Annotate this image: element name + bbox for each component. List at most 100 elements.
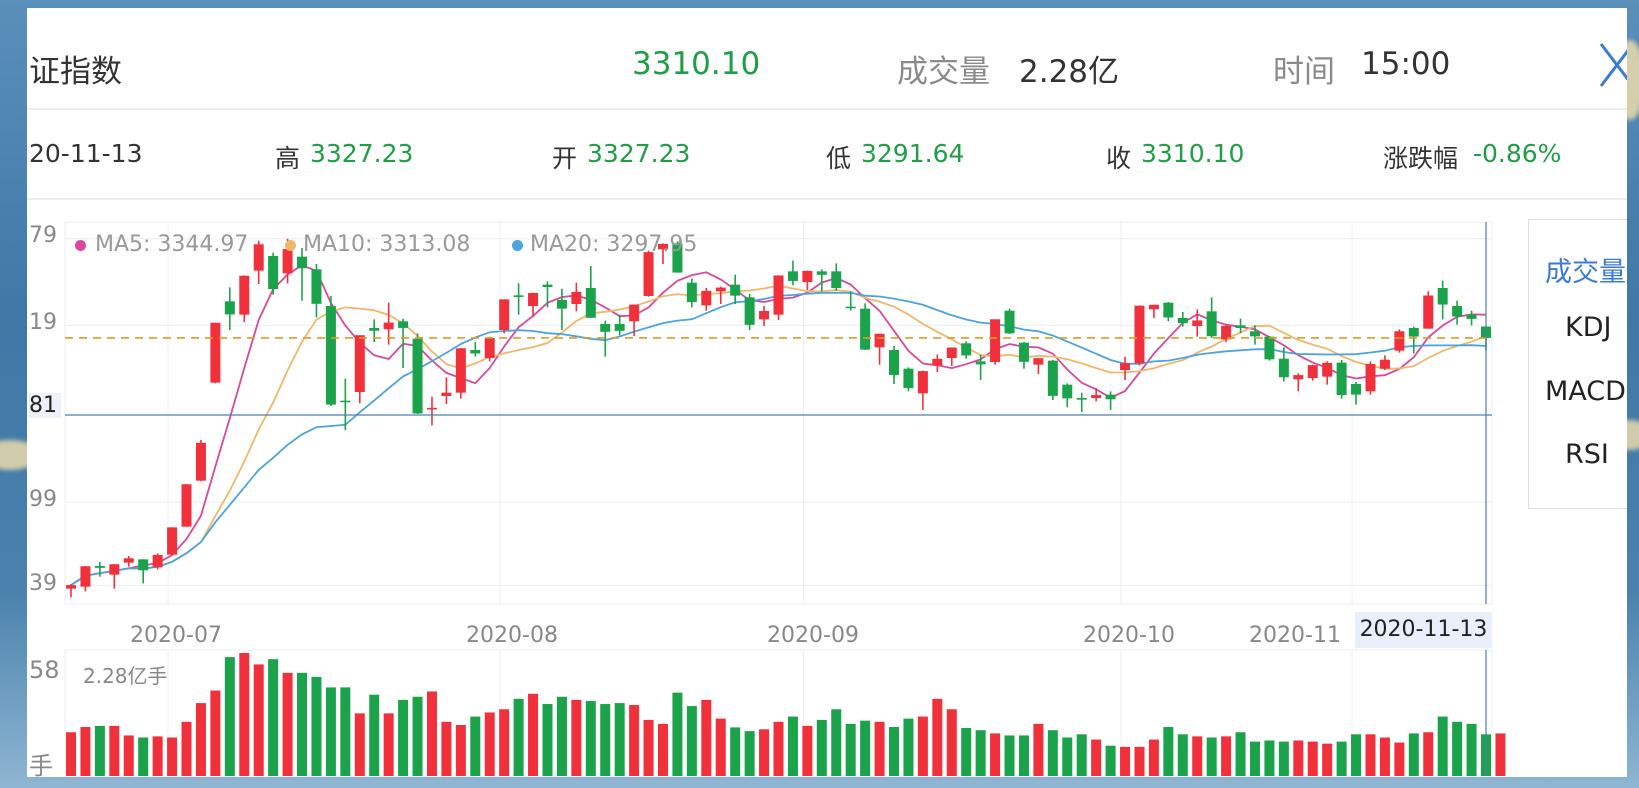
indicator-tab-macd[interactable]: MACD — [1545, 376, 1626, 407]
volume-bar — [210, 690, 221, 776]
candle-body — [1033, 358, 1044, 365]
volume-bar — [1018, 735, 1029, 776]
y-axis-label: 19 — [29, 310, 57, 335]
volume-value: 2.28亿 — [1019, 54, 1120, 90]
volume-bar — [629, 704, 640, 776]
volume-bar — [1134, 746, 1145, 776]
volume-bar — [167, 737, 178, 776]
volume-chart[interactable] — [64, 649, 1506, 777]
candle-body — [354, 335, 365, 392]
candle-body — [643, 252, 654, 296]
candle-body — [528, 292, 539, 306]
volume-bar — [80, 727, 91, 776]
ma20-legend-dot — [512, 240, 523, 251]
volume-bar — [1148, 739, 1159, 776]
candle-body — [470, 350, 481, 354]
indicator-tab-kdj[interactable]: KDJ — [1565, 312, 1612, 343]
volume-bar — [1336, 741, 1347, 776]
candle-body — [441, 392, 452, 396]
volume-bar — [556, 696, 567, 776]
candle-body — [398, 321, 409, 328]
candle-body — [975, 361, 986, 365]
indicator-tab-rsi[interactable]: RSI — [1565, 439, 1609, 470]
candle-body — [1351, 384, 1362, 395]
candle-body — [1365, 363, 1376, 392]
candle-body — [1394, 331, 1405, 351]
open-value: 3327.23 — [587, 139, 691, 168]
volume-bar — [195, 703, 206, 776]
volume-bar — [686, 706, 697, 776]
volume-bar — [787, 716, 798, 776]
candle-body — [1249, 331, 1260, 337]
volume-bar — [1062, 737, 1073, 776]
ma5-legend-dot — [75, 240, 86, 251]
volume-bar — [1033, 723, 1044, 776]
volume-axis-top-label: 58 — [29, 656, 60, 684]
candle-body — [1379, 359, 1390, 369]
ma20-line — [70, 291, 1487, 586]
ma10-line — [70, 284, 1487, 586]
candle-body — [1076, 398, 1087, 400]
volume-bar — [455, 724, 466, 776]
indicator-tab-volume[interactable]: 成交量 — [1545, 257, 1626, 288]
candle-body — [1120, 363, 1131, 370]
candles — [66, 238, 1491, 598]
candle-body — [80, 566, 91, 587]
volume-bar — [1365, 734, 1376, 776]
candle-body — [946, 347, 957, 358]
volume-bar — [932, 698, 943, 776]
volume-bar — [961, 727, 972, 776]
volume-bar — [1192, 736, 1203, 776]
volume-bar — [181, 721, 192, 776]
volume-bar — [889, 727, 900, 776]
background-left-strip — [0, 0, 27, 788]
candle-body — [932, 358, 943, 366]
ma5-legend: MA5: 3344.97 — [95, 232, 249, 257]
candle-body — [542, 284, 553, 288]
volume-bar — [1423, 732, 1434, 776]
candle-body — [600, 324, 611, 332]
candle-body — [167, 527, 178, 555]
candle-body — [556, 300, 567, 309]
volume-bar — [441, 721, 452, 776]
candle-body — [1466, 314, 1477, 319]
volume-bar — [253, 664, 264, 776]
volume-bar — [412, 696, 423, 776]
candle-body — [1307, 365, 1318, 378]
header-divider — [27, 108, 1627, 110]
change-label: 涨跌幅 — [1383, 144, 1459, 173]
candle-body — [787, 271, 798, 281]
kline-detail-card: 证指数 3310.10 成交量 2.28亿 时间 15:00 20-11-13 … — [27, 8, 1627, 777]
y-axis-label: 99 — [29, 487, 57, 512]
volume-bar — [946, 709, 957, 776]
volume-bar — [600, 704, 611, 776]
candlestick-chart[interactable] — [64, 221, 1493, 605]
candle-body — [1134, 305, 1145, 364]
plot-border — [64, 221, 1493, 605]
candle-body — [455, 348, 466, 393]
ma10-legend-dot — [285, 240, 296, 251]
volume-bar — [1177, 734, 1188, 776]
candle-body — [744, 297, 755, 325]
volume-bar — [499, 709, 510, 776]
volume-bar — [1120, 746, 1131, 776]
low-label: 低 — [826, 144, 852, 173]
volume-bar — [138, 737, 149, 776]
volume-bar — [1264, 740, 1275, 776]
close-x-icon[interactable] — [1597, 42, 1627, 88]
volume-label: 成交量 — [897, 54, 990, 90]
volume-bar — [1278, 741, 1289, 776]
volume-bar — [1322, 743, 1333, 776]
candle-body — [1018, 342, 1029, 362]
candle-body — [152, 554, 163, 568]
volume-bar — [528, 693, 539, 776]
volume-bar — [1495, 733, 1506, 776]
candle-body — [845, 306, 856, 309]
volume-bar — [224, 657, 235, 776]
candle-body — [1148, 304, 1159, 310]
volume-bar — [325, 687, 336, 776]
volume-bar — [340, 687, 351, 776]
volume-bar — [1163, 727, 1174, 776]
candle-body — [66, 585, 76, 589]
candle-body — [311, 269, 322, 304]
